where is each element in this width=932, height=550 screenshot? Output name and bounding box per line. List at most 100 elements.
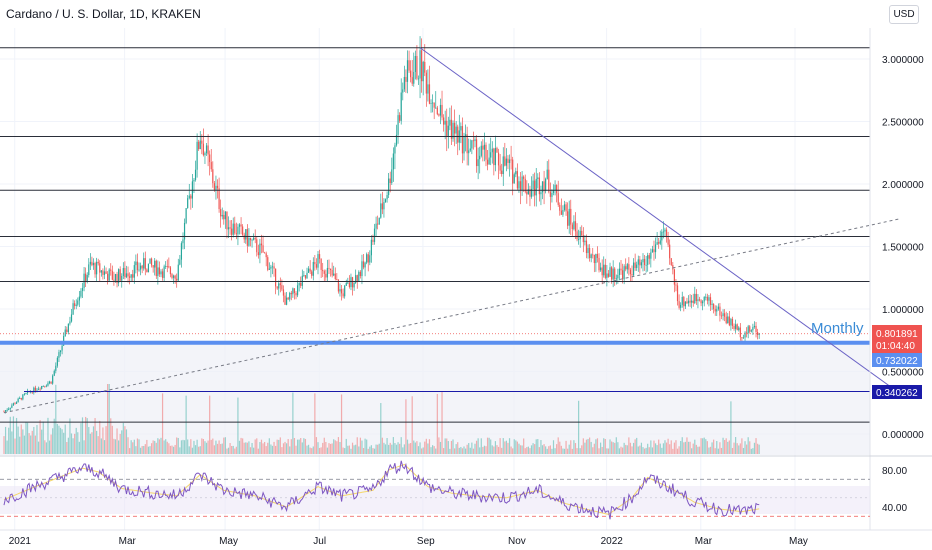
volume-bar — [132, 442, 134, 454]
candle-body — [738, 327, 740, 331]
volume-bar — [631, 446, 633, 454]
candle-body — [576, 231, 578, 240]
candle-body — [441, 104, 443, 118]
volume-bar — [665, 442, 668, 454]
candle-body — [85, 273, 87, 283]
candle-body — [405, 76, 407, 82]
descending-trendline[interactable] — [419, 47, 900, 394]
candle-body — [705, 296, 707, 298]
volume-bar — [183, 440, 186, 454]
candle-body — [709, 297, 712, 305]
candle-body — [334, 273, 336, 279]
volume-bar — [185, 395, 187, 454]
candle-body — [471, 140, 473, 149]
volume-bar — [166, 441, 168, 454]
candle-body — [97, 261, 99, 264]
volume-bars — [3, 384, 760, 454]
volume-bar — [212, 438, 214, 454]
currency-button[interactable]: USD — [889, 5, 919, 24]
candle-body — [494, 147, 497, 166]
candle-body — [367, 254, 369, 263]
candle-body — [752, 327, 754, 331]
candle-body — [4, 410, 7, 412]
volume-bar — [502, 438, 504, 454]
candle-body — [306, 272, 308, 279]
candle-body — [464, 134, 467, 137]
candle-body — [609, 267, 611, 277]
volume-bar — [304, 438, 307, 454]
candle-body — [410, 70, 412, 78]
candle-body — [446, 120, 448, 136]
candle-body — [348, 282, 350, 288]
candle-body — [403, 76, 405, 90]
candle-body — [278, 283, 280, 289]
candle-body — [585, 240, 588, 254]
candle-body — [497, 152, 500, 166]
candle-body — [675, 284, 677, 286]
candle-body — [563, 204, 566, 210]
candle-body — [8, 408, 10, 410]
volume-bar — [402, 447, 404, 454]
volume-bar — [238, 440, 241, 454]
volume-bar — [463, 446, 465, 454]
volume-bar — [719, 442, 721, 454]
candle-body — [163, 266, 165, 278]
candle-body — [11, 405, 13, 408]
rsi-line — [3, 460, 760, 520]
volume-bar — [507, 442, 509, 454]
volume-bar — [88, 427, 90, 454]
volume-bar — [326, 447, 329, 454]
volume-bar — [711, 442, 713, 454]
volume-bar — [609, 439, 611, 454]
candle-body — [680, 304, 682, 308]
candle-body — [590, 254, 592, 259]
volume-bar — [658, 439, 660, 454]
candle-body — [534, 180, 536, 196]
volume-bar — [110, 418, 112, 454]
volume-bar — [64, 424, 66, 454]
candle-body — [75, 304, 77, 306]
volume-bar — [584, 442, 586, 454]
candle-body — [312, 262, 314, 276]
candle-body — [395, 134, 398, 146]
candle-body — [670, 258, 672, 265]
volume-bar — [355, 444, 357, 454]
candle-body — [695, 293, 697, 302]
candle-body — [77, 300, 79, 305]
volume-bar — [640, 442, 643, 454]
volume-bar — [650, 440, 652, 454]
candle-body — [490, 152, 492, 158]
dashed-trendline[interactable] — [3, 218, 900, 414]
volume-bar — [202, 438, 204, 454]
candle-body — [242, 226, 244, 235]
volume-bar — [505, 440, 507, 454]
candle-body — [207, 145, 209, 155]
candle-body — [323, 271, 325, 274]
volume-bar — [408, 443, 410, 454]
volume-bar — [499, 438, 501, 454]
candle-body — [113, 279, 115, 281]
candle-body — [469, 148, 471, 151]
candle-body — [78, 296, 80, 301]
candle-body — [463, 136, 465, 154]
volume-bar — [199, 446, 201, 454]
candle-body — [168, 266, 170, 268]
volume-bar — [453, 448, 456, 454]
volume-bar — [636, 437, 638, 454]
volume-bar — [345, 438, 347, 454]
volume-bar — [738, 445, 740, 454]
volume-bar — [221, 443, 223, 454]
volume-bar — [479, 447, 481, 454]
candle-body — [303, 275, 305, 276]
volume-bar — [103, 440, 106, 454]
volume-bar — [464, 448, 467, 454]
volume-bar — [637, 446, 639, 454]
candle-body — [559, 204, 561, 211]
candle-body — [545, 178, 547, 192]
volume-bar — [384, 444, 387, 454]
volume-bar — [716, 440, 718, 454]
candle-body — [201, 140, 203, 144]
candle-body — [447, 125, 449, 136]
volume-bar — [400, 437, 402, 454]
